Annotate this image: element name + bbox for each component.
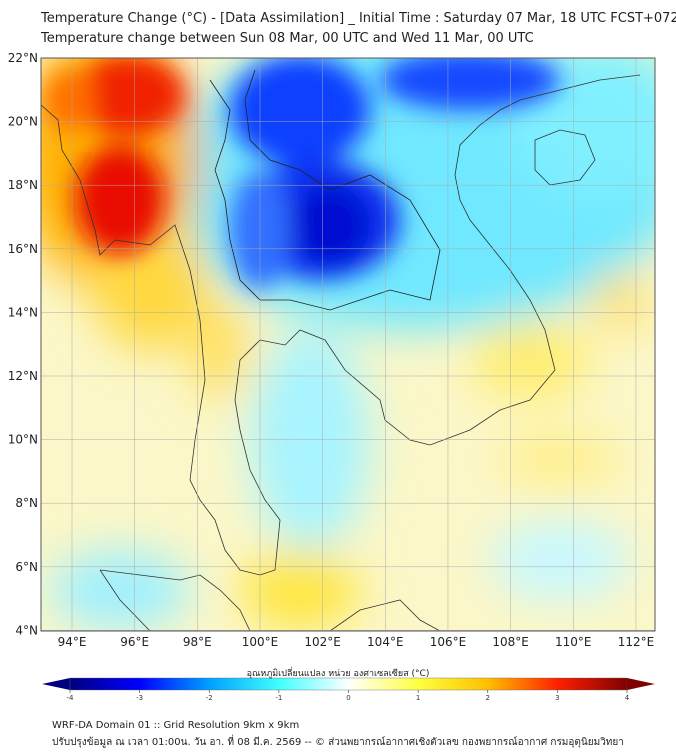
lat-tick-label: 22°N [8,51,38,65]
lon-tick-label: 94°E [58,635,87,649]
lat-tick-label: 18°N [8,178,38,192]
footer-credit: ปรับปรุงข้อมูล ณ เวลา 01:00น. วัน อา. ที… [52,737,624,748]
lon-tick-label: 96°E [120,635,149,649]
lon-tick-label: 106°E [430,635,467,649]
map-title: Temperature Change (°C) - [Data Assimila… [41,11,676,26]
map-subtitle: Temperature change between Sun 08 Mar, 0… [41,31,534,46]
colorbar-tick-label: -1 [275,694,282,702]
colorbar-tick-label: -2 [206,694,213,702]
footer-model-info: WRF-DA Domain 01 :: Grid Resolution 9km … [52,720,300,731]
lon-tick-label: 102°E [304,635,341,649]
colorbar-tick-label: 0 [346,694,350,702]
lon-tick-label: 104°E [367,635,404,649]
lat-tick-label: 14°N [8,305,38,319]
lat-tick-label: 12°N [8,369,38,383]
colorbar-tick-label: 3 [555,694,559,702]
lat-tick-label: 8°N [15,496,38,510]
colorbar-tick-label: 2 [486,694,490,702]
colorbar-tick-label: -4 [67,694,75,702]
colorbar-label: อุณหภูมิเปลี่ยนแปลง หน่วย องศาเซลเซียส (… [246,669,430,679]
temperature-field [41,58,655,631]
lat-tick-label: 6°N [15,560,38,574]
colorbar: -4 -3 -2 -1 0 1 2 3 4 [42,677,655,702]
colorbar-tick-label: -3 [136,694,143,702]
temperature-change-map: 22°N 20°N 18°N 16°N 14°N 12°N 10°N 8°N 6°N 4°N 94°… [8,51,656,702]
colorbar-tick-label: 4 [625,694,630,702]
lon-tick-label: 110°E [555,635,592,649]
lat-tick-label: 4°N [15,623,38,637]
colorbar-tick-label: 1 [416,694,420,702]
lon-tick-label: 98°E [183,635,212,649]
lat-tick-label: 20°N [8,115,38,129]
lon-tick-label: 112°E [618,635,655,649]
lon-tick-label: 100°E [242,635,279,649]
lon-tick-label: 108°E [492,635,529,649]
lat-tick-label: 16°N [8,242,38,256]
lat-tick-label: 10°N [8,433,38,447]
